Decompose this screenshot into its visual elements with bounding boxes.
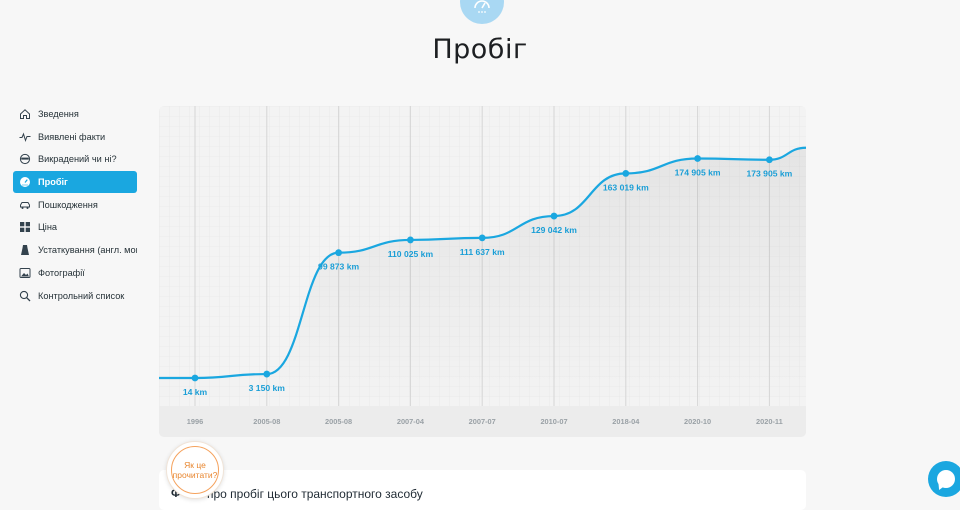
x-tick-label: 2010-07	[540, 417, 567, 426]
x-tick-label: 2018-04	[612, 417, 640, 426]
mileage-line-shadow	[159, 147, 806, 407]
how-to-read-button[interactable]: Як це прочитати?	[166, 441, 224, 499]
home-icon	[19, 108, 31, 120]
thief-icon	[19, 153, 31, 165]
info-text: про пробіг цього транспортного засобу	[207, 487, 423, 501]
data-point[interactable]	[550, 212, 558, 220]
data-label: 129 042 km	[531, 225, 577, 235]
data-label: 3 150 km	[249, 383, 286, 393]
data-point[interactable]	[407, 236, 414, 244]
data-label: 111 637 km	[460, 247, 505, 257]
pulse-icon	[19, 131, 31, 143]
data-label: 99 873 km	[318, 262, 359, 272]
sidebar-nav: Зведення Виявлені факти Викрадений чи ні…	[13, 103, 137, 307]
sidebar-item-label: Зведення	[38, 109, 79, 119]
x-tick-label: 2020-10	[684, 417, 711, 426]
mileage-chart: 14 km 3 150 km 99 873 km 110 025 km 111 637 …	[159, 106, 806, 437]
x-tick-label: 2020-11	[756, 417, 783, 426]
equipment-icon	[19, 244, 31, 256]
data-point[interactable]	[694, 155, 701, 162]
sidebar-item-mileage[interactable]: Пробіг	[13, 171, 137, 194]
data-point[interactable]	[766, 156, 773, 164]
sidebar-item-label: Контрольний список	[38, 290, 125, 301]
sidebar-item-summary[interactable]: Зведення	[13, 103, 137, 125]
info-lead-text: Ф	[171, 488, 181, 500]
speedometer-glyph	[474, 0, 490, 13]
speedometer-header-icon	[460, 0, 504, 24]
chat-button[interactable]	[928, 461, 960, 497]
sidebar-item-label: Викрадений чи ні?	[38, 154, 117, 165]
data-point[interactable]	[191, 374, 199, 382]
sidebar-item-damage[interactable]: Пошкодження	[13, 194, 137, 216]
sidebar-item-equipment[interactable]: Устаткування (англ. мов	[13, 239, 137, 261]
sidebar-item-checklist[interactable]: Контрольний список	[13, 285, 137, 307]
data-point[interactable]	[335, 249, 342, 257]
car-crash-icon	[19, 199, 31, 211]
sidebar-item-label: Виявлені факти	[38, 131, 106, 142]
magnifier-icon	[19, 290, 31, 302]
data-label: 163 019 km	[603, 182, 649, 192]
how-to-read-label: Як це прочитати?	[171, 446, 219, 494]
sidebar-item-label: Устаткування (англ. мов	[38, 245, 137, 256]
grid-icon	[19, 221, 31, 233]
x-tick-label: 2007-04	[397, 417, 425, 426]
data-label: 110 025 km	[388, 249, 434, 259]
sidebar-item-label: Ціна	[38, 222, 58, 233]
data-point[interactable]	[263, 370, 271, 378]
data-point[interactable]	[622, 170, 630, 177]
speedometer-icon	[19, 176, 31, 188]
sidebar-item-label: Пробіг	[38, 177, 68, 188]
page-title: Пробіг	[432, 34, 528, 65]
photo-icon	[19, 267, 31, 279]
sidebar-item-stolen[interactable]: Викрадений чи ні?	[13, 148, 137, 170]
how-to-read-line1: Як це	[184, 460, 206, 470]
mileage-info-card: Ф про пробіг цього транспортного засобу	[159, 470, 806, 510]
x-tick-label: 2007-07	[469, 417, 496, 426]
data-point[interactable]	[478, 234, 486, 242]
data-label: 173 905 km	[746, 169, 792, 179]
x-tick-label: 2005-08	[325, 417, 352, 426]
mileage-chart-svg: 14 km 3 150 km 99 873 km 110 025 km 111 637 …	[159, 106, 806, 437]
how-to-read-line2: прочитати?	[172, 470, 218, 480]
data-label: 14 km	[183, 387, 208, 397]
data-label: 174 905 km	[675, 167, 721, 177]
sidebar-item-price[interactable]: Ціна	[13, 216, 137, 238]
x-tick-label: 2005-08	[253, 417, 280, 426]
chat-bubble-icon	[937, 470, 955, 488]
sidebar-item-photos[interactable]: Фотографії	[13, 262, 137, 284]
sidebar-item-facts[interactable]: Виявлені факти	[13, 126, 137, 148]
sidebar-item-label: Пошкодження	[38, 199, 98, 210]
x-tick-label: 1996	[187, 417, 203, 426]
sidebar-item-label: Фотографії	[38, 267, 85, 278]
